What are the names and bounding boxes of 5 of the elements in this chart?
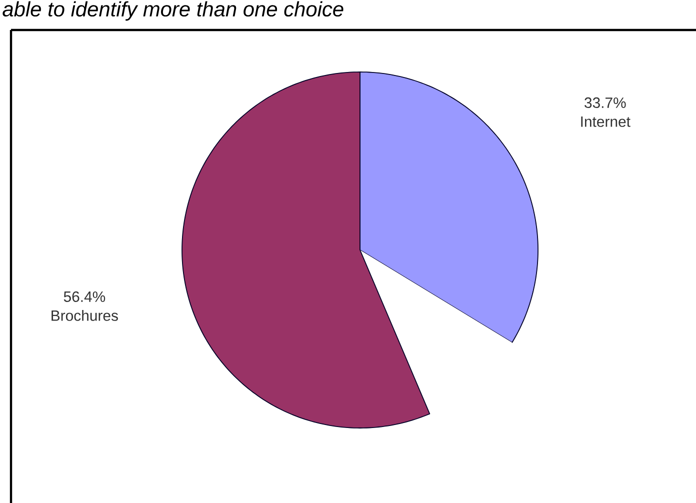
slice-label: Internet (581, 116, 630, 127)
data-label: 33.7% (584, 97, 626, 108)
slice-label: Brochures (52, 310, 118, 321)
chart-title: able to identify more than one choice (2, 1, 344, 21)
data-label: 56.4% (64, 291, 106, 302)
